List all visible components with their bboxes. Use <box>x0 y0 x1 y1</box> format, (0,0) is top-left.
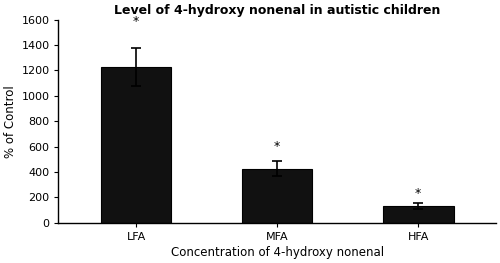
Bar <box>242 169 312 223</box>
Title: Level of 4-hydroxy nonenal in autistic children: Level of 4-hydroxy nonenal in autistic c… <box>114 4 440 17</box>
Text: *: * <box>415 187 422 200</box>
X-axis label: Concentration of 4-hydroxy nonenal: Concentration of 4-hydroxy nonenal <box>170 246 384 259</box>
Text: *: * <box>274 140 280 153</box>
Y-axis label: % of Control: % of Control <box>4 85 17 158</box>
Bar <box>101 67 172 223</box>
Bar <box>383 206 454 223</box>
Text: *: * <box>133 15 139 28</box>
